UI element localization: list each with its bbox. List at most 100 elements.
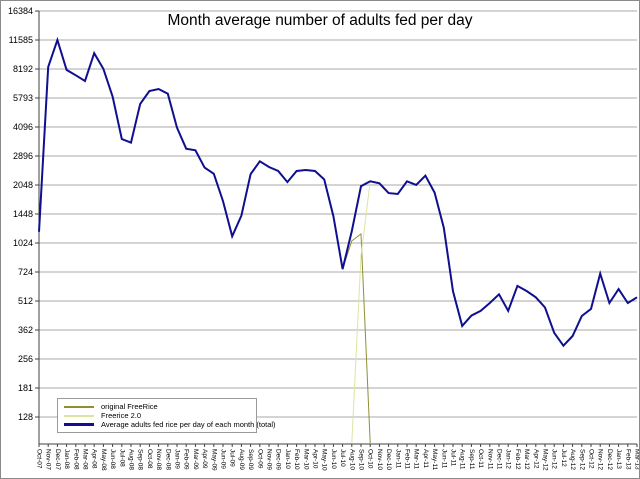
legend-label: original FreeRice [101,402,158,411]
x-tick-label: Jun-11 [440,449,447,469]
x-tick-label: Mar-08 [82,449,89,470]
x-tick-label: Dec-12 [606,449,613,470]
y-tick-label: 11585 [9,35,33,45]
x-tick-label: Apr-12 [532,449,539,469]
x-tick-label: Oct-12 [588,449,595,469]
y-tick-label: 181 [18,383,33,393]
x-tick-label: Mar-11 [413,449,420,469]
x-tick-label: Jan-12 [505,449,512,469]
x-tick-label: Jul-08 [118,449,125,467]
series-line-freerice-2-0 [351,174,638,444]
legend-item-original-freerice: original FreeRice [64,402,251,411]
x-tick-label: Jul-10 [339,449,346,467]
y-tick-label: 128 [18,412,33,422]
x-tick-label: Jun-08 [109,449,116,469]
x-tick-label: Sep-12 [578,449,585,470]
x-tick-label: Aug-11 [459,449,466,470]
x-tick-label: Jan-08 [63,449,70,469]
gridlines [35,10,637,418]
legend-swatch-freerice-2-0 [64,414,94,417]
x-tick-label: May-10 [321,449,328,471]
y-tick-label: 724 [18,267,33,277]
y-tick-label: 16384 [8,6,33,16]
x-tick-label: Sep-09 [247,449,254,470]
y-tick-label: 256 [18,354,33,364]
x-axis-labels: Oct-07 Nov-07 Dec-07 Jan-08 Feb-08 Mar-08 Apr-… [36,444,640,471]
x-tick-label: Nov-07 [45,449,52,470]
y-tick-label: 5793 [13,93,33,103]
x-tick-label: Apr-08 [91,449,98,469]
x-tick-label: Sep-11 [468,449,475,470]
x-tick-label: Aug-09 [238,449,245,470]
x-tick-label: Aug-10 [348,449,355,470]
x-tick-label: Apr-11 [422,449,429,468]
y-tick-label: 1448 [13,209,33,219]
x-tick-label: Nov-11 [486,449,493,470]
x-tick-label: Apr-10 [312,449,319,469]
x-tick-label: Jun-12 [551,449,558,469]
x-tick-label: Oct-08 [146,449,153,469]
x-tick-label: Jan-11 [394,449,401,469]
y-tick-label: 4096 [13,122,33,132]
y-axis-labels: 16384 11585 8192 5793 4096 2896 2048 1448 1024 72… [8,6,33,422]
x-tick-label: May-12 [542,449,549,471]
x-tick-label: Jan-13 [615,449,622,469]
legend: original FreeRice Freerice 2.0 Average a… [57,398,276,433]
x-tick-label: Mar-10 [302,449,309,470]
x-tick-label: Oct-11 [477,449,484,468]
x-tick-label: Sep-10 [358,449,365,470]
x-tick-label: Nov-12 [597,449,604,470]
legend-item-average-total: Average adults fed rice per day of each … [64,420,276,429]
legend-item-freerice-2-0: Freerice 2.0 [64,411,251,420]
x-tick-label: Oct-10 [367,449,374,469]
x-tick-label: Dec-09 [275,449,282,470]
x-tick-label: May-11 [431,449,438,471]
x-tick-label: Sep-08 [137,449,144,470]
x-tick-label: Jul-11 [450,449,457,467]
x-tick-label: Jul-09 [229,449,236,467]
x-tick-label: May-08 [100,449,107,471]
x-tick-label: Feb-13 [624,449,631,470]
x-tick-label: Mar-13 [634,449,640,470]
x-tick-label: Feb-09 [183,449,190,470]
legend-label: Freerice 2.0 [101,411,142,420]
series-line-average-adults-fed-rice-per-day-of-each-month-total [38,36,638,348]
x-tick-label: Jun-09 [220,449,227,469]
x-tick-label: Feb-11 [404,449,411,469]
x-tick-label: May-09 [210,449,217,471]
x-tick-label: Dec-10 [385,449,392,470]
x-tick-label: Feb-08 [72,449,79,470]
y-tick-label: 8192 [13,64,33,74]
x-tick-label: Aug-12 [569,449,576,470]
x-tick-label: Mar-09 [192,449,199,470]
legend-swatch-average-total [64,423,94,426]
y-tick-label: 512 [18,296,33,306]
x-tick-label: Jan-09 [174,449,181,469]
x-tick-label: Aug-08 [128,449,135,470]
x-tick-label: Jan-10 [284,449,291,469]
x-tick-label: Oct-09 [256,449,263,469]
x-tick-label: Jun-10 [330,449,337,469]
y-tick-label: 2896 [13,151,33,161]
y-tick-label: 362 [18,325,33,335]
y-tick-label: 2048 [13,180,33,190]
legend-swatch-original-freerice [64,405,94,408]
x-tick-label: Dec-07 [54,449,61,470]
series-line-original-freerice [38,38,371,444]
x-tick-label: Dec-11 [496,449,503,470]
x-tick-label: Apr-09 [201,449,208,469]
x-tick-label: Feb-10 [293,449,300,470]
x-tick-label: Oct-07 [36,449,43,469]
x-tick-label: Jul-12 [560,449,567,467]
x-tick-label: Feb-12 [514,449,521,470]
legend-label: Average adults fed rice per day of each … [101,420,276,429]
y-tick-label: 1024 [13,238,33,248]
x-tick-label: Dec-08 [164,449,171,470]
x-tick-label: Nov-09 [266,449,273,470]
x-tick-label: Mar-12 [523,449,530,470]
chart-title: Month average number of adults fed per d… [167,12,473,29]
x-tick-label: Nov-08 [155,449,162,470]
x-tick-label: Nov-10 [376,449,383,470]
